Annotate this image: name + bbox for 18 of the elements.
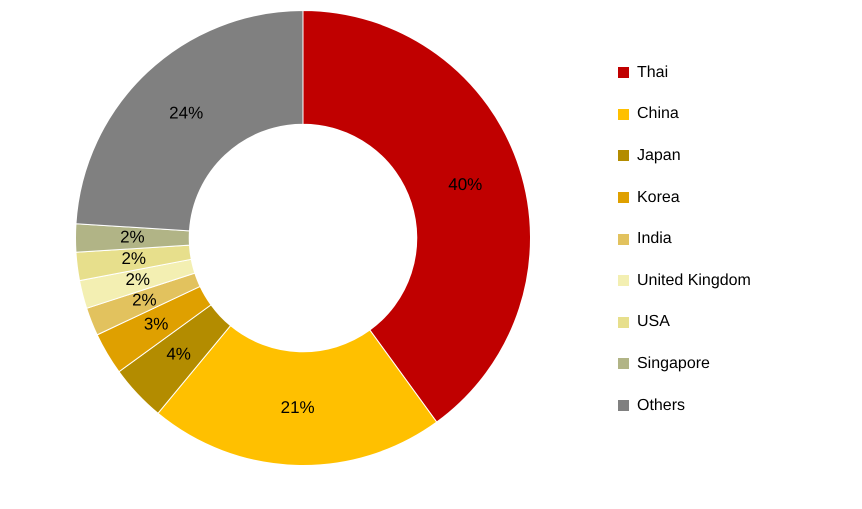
data-label: 2% bbox=[120, 228, 145, 247]
data-label: 24% bbox=[169, 103, 204, 122]
legend-label: Thai bbox=[637, 64, 668, 82]
data-label: 2% bbox=[121, 249, 146, 268]
legend-label: USA bbox=[637, 313, 670, 332]
data-label: 2% bbox=[125, 270, 150, 290]
legend-label: United Kingdom bbox=[637, 272, 751, 290]
legend-label: Japan bbox=[637, 146, 681, 165]
data-label: 3% bbox=[144, 314, 168, 334]
legend-label: Singapore bbox=[637, 354, 710, 373]
data-label: 4% bbox=[166, 344, 191, 364]
data-label: 21% bbox=[280, 398, 315, 418]
data-label: 40% bbox=[448, 174, 482, 194]
legend-label: India bbox=[637, 230, 672, 248]
legend-label: China bbox=[637, 105, 679, 124]
data-label: 2% bbox=[132, 290, 157, 310]
legend-label: Others bbox=[637, 396, 686, 415]
legend-label: Korea bbox=[637, 188, 680, 207]
